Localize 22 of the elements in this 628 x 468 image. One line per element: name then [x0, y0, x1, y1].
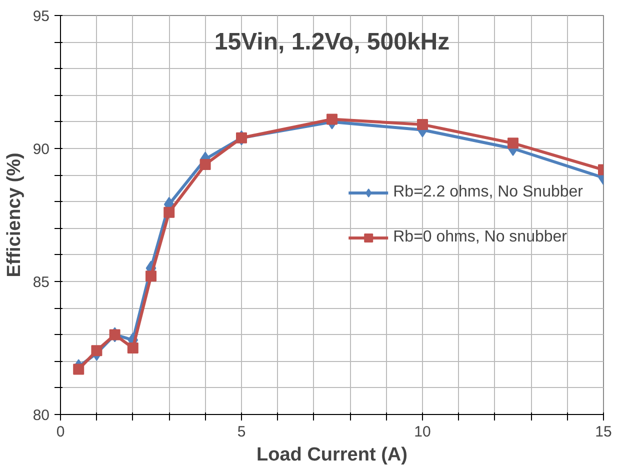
x-tick-label: 15 — [595, 424, 612, 440]
y-tick-label: 80 — [32, 407, 50, 424]
point — [417, 119, 428, 130]
point — [164, 206, 175, 218]
point — [146, 270, 156, 282]
point — [127, 342, 138, 354]
point — [200, 158, 211, 170]
point — [91, 345, 102, 356]
x-tick-label: 0 — [56, 424, 65, 440]
y-axis-title: Efficiency (%) — [4, 152, 25, 278]
legend-label: Rb=0 ohms, No snubber — [393, 228, 567, 246]
x-tick-label: 5 — [237, 424, 246, 440]
text: 15Vin, 1.2Vo, 500kHz — [214, 28, 450, 56]
point — [508, 138, 518, 149]
y-tick-label: 90 — [32, 141, 50, 158]
y-tick-label: 85 — [32, 274, 50, 291]
x-axis-title: Load Current (A) — [256, 444, 408, 466]
y-tick-label: 95 — [32, 8, 50, 25]
legend-label: Rb=2.2 ohms, No Snubber — [393, 183, 583, 201]
point — [326, 114, 338, 125]
point — [73, 364, 84, 375]
x-tick-label: 10 — [414, 424, 431, 440]
